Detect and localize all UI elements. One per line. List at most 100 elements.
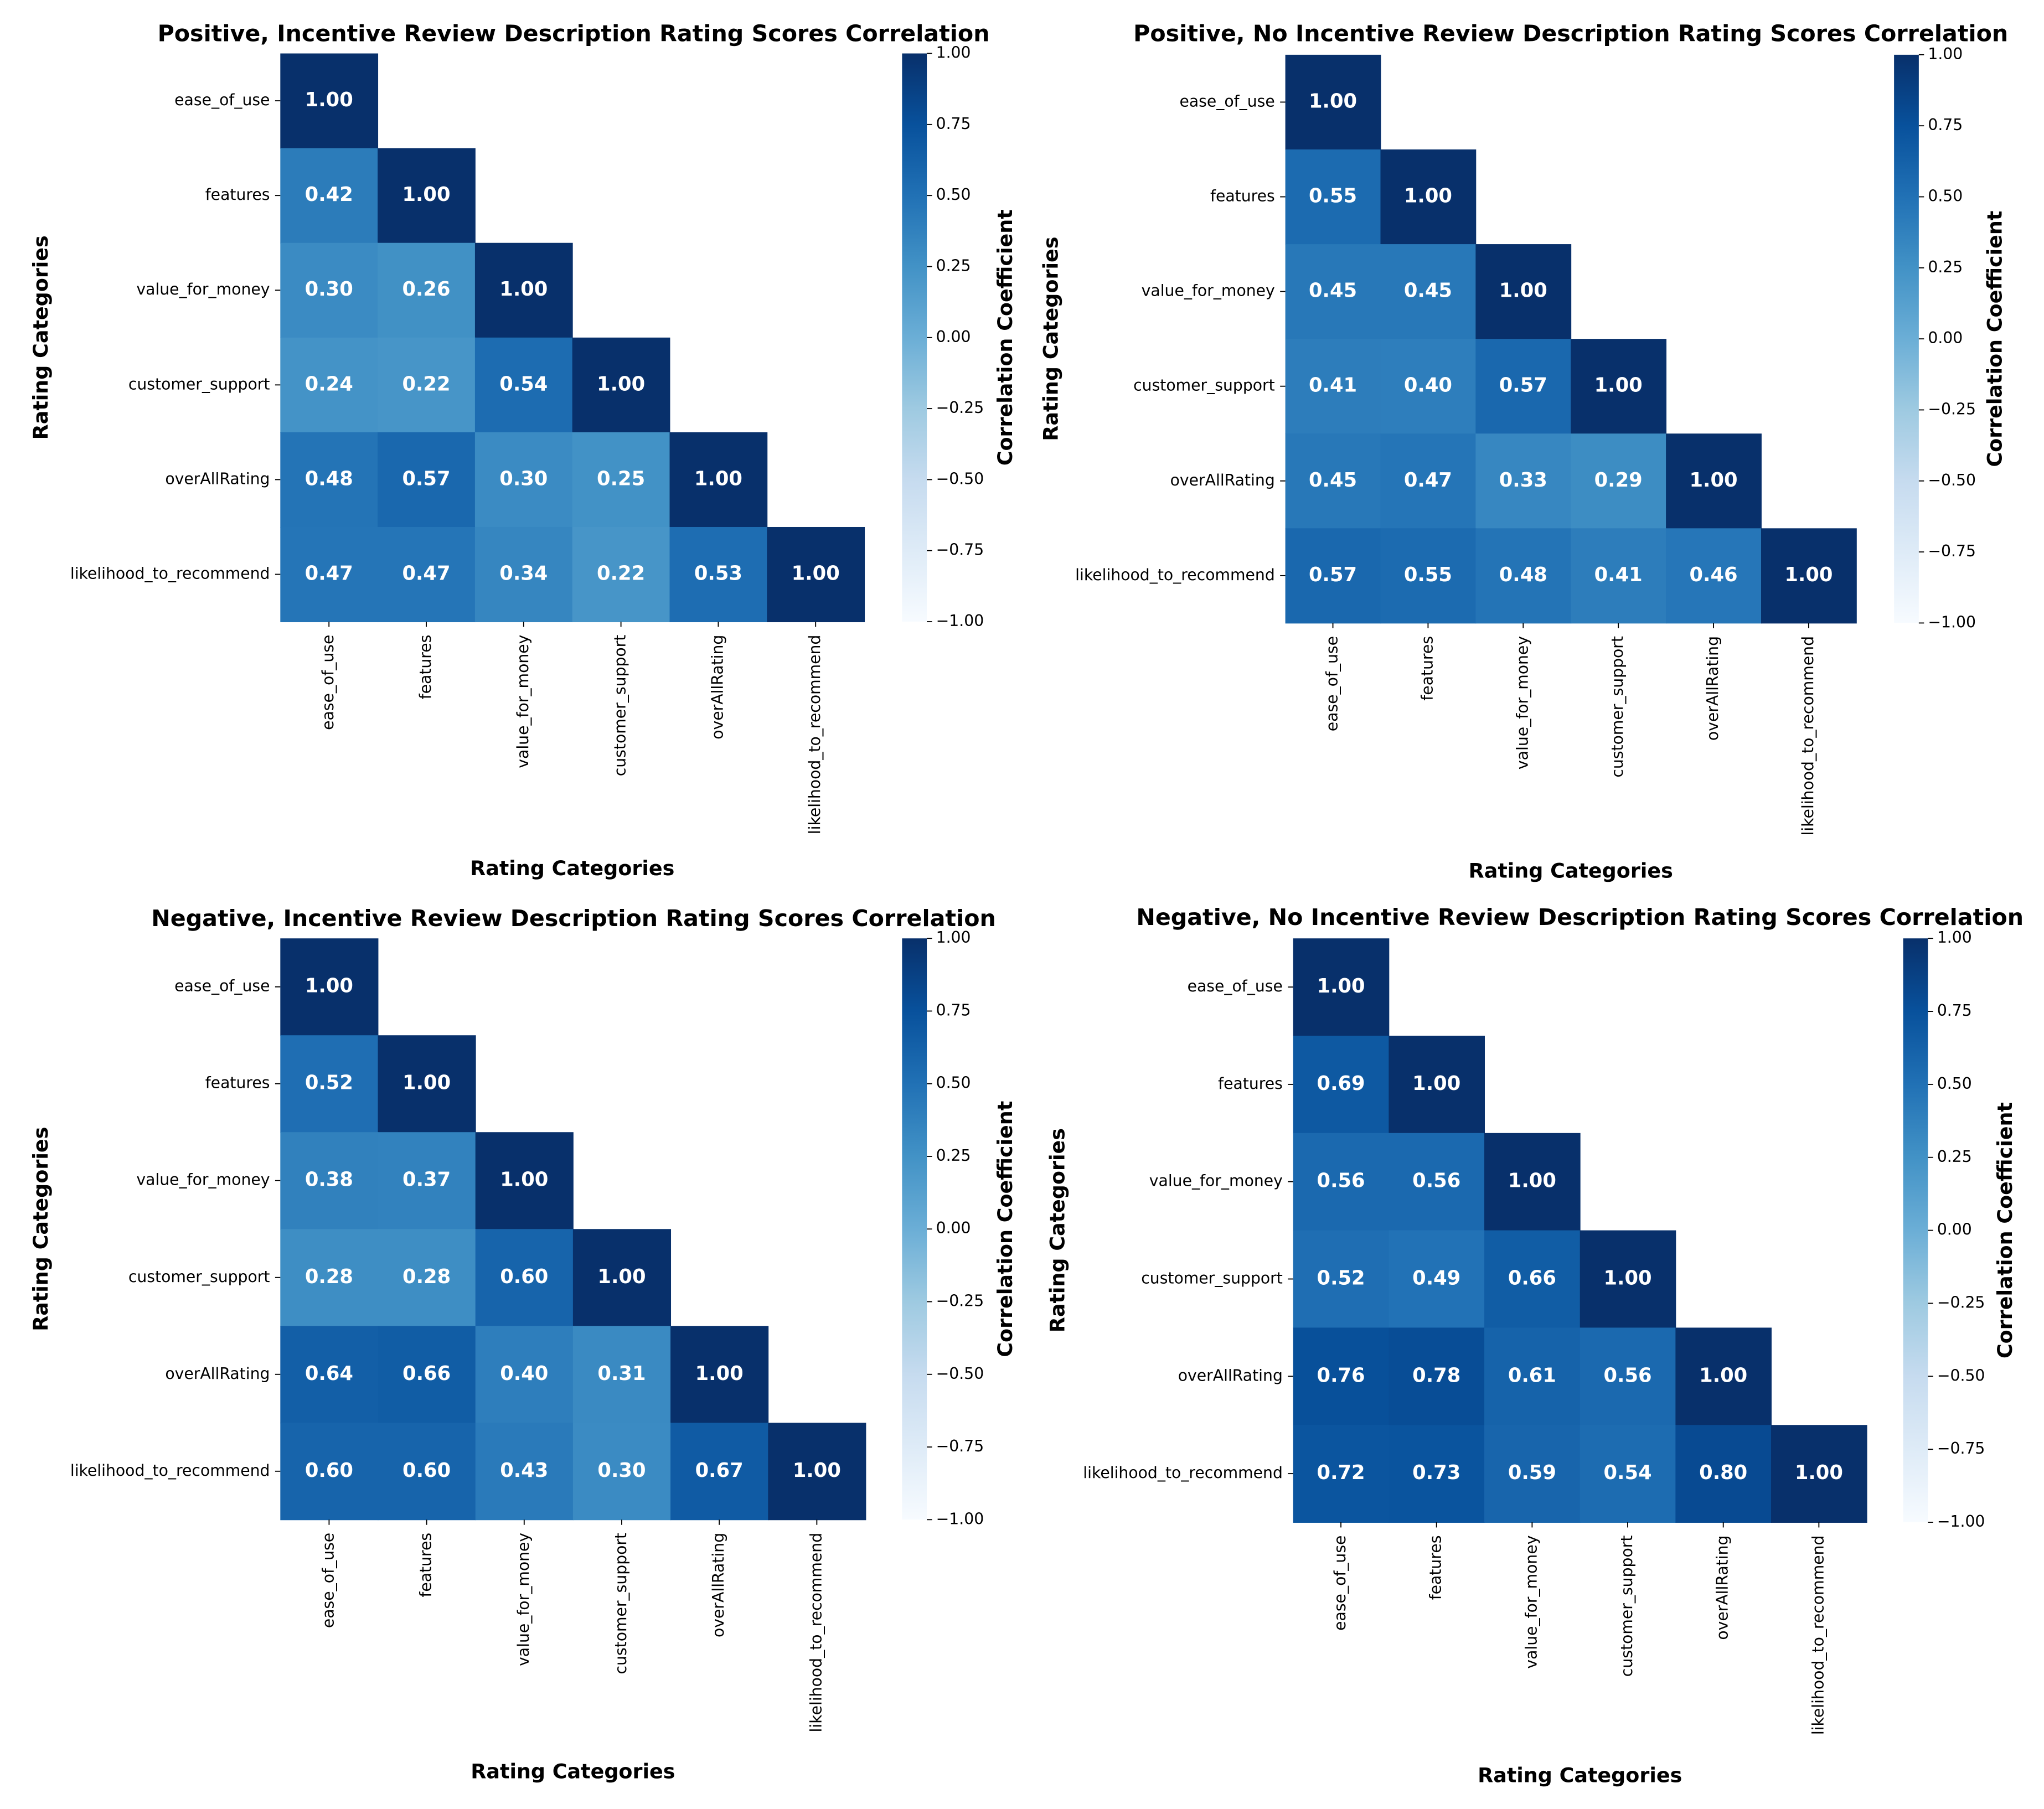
heatmap-panel: Negative, Incentive Review Description R…: [29, 905, 1017, 1783]
heatmap-cell: [280, 1229, 379, 1327]
heatmap-cell: [280, 148, 379, 244]
x-tick-label: value_for_money: [1513, 636, 1531, 769]
x-tick-label: value_for_money: [1522, 1536, 1540, 1669]
cell-label: 0.45: [1309, 469, 1357, 492]
x-tick-label: customer_support: [611, 635, 629, 777]
chart-title: Negative, Incentive Review Description R…: [151, 905, 996, 932]
cell-label: 0.56: [1603, 1364, 1651, 1387]
x-axis-label: Rating Categories: [470, 856, 674, 880]
y-tick-label: likelihood_to_recommend: [1083, 1464, 1283, 1482]
heatmap-cell: [378, 1326, 476, 1424]
heatmap-cell: [280, 1326, 379, 1424]
cell-label: 0.67: [695, 1459, 744, 1482]
cell-label: 0.60: [305, 1459, 353, 1482]
cell-label: 0.54: [1603, 1461, 1651, 1484]
colorbar-tick-label: 0.25: [936, 256, 971, 275]
cell-label: 0.59: [1508, 1461, 1556, 1484]
y-axis-label: Rating Categories: [1045, 1128, 1069, 1332]
heatmap-cell: [1666, 433, 1762, 529]
heatmap-cell: [1389, 1327, 1485, 1426]
colorbar-tick-label: −0.50: [936, 469, 984, 488]
cell-label: 1.00: [1412, 1072, 1460, 1095]
colorbar-tick-label: 0.00: [936, 1219, 971, 1237]
cell-label: 0.28: [402, 1265, 451, 1288]
cell-label: 0.66: [1508, 1267, 1556, 1290]
colorbar-tick-label: 1.00: [936, 928, 971, 947]
cell-label: 0.22: [597, 562, 645, 585]
colorbar-tick-label: 0.00: [936, 328, 971, 346]
heatmap-cell: [1380, 244, 1477, 340]
y-tick-label: value_for_money: [1149, 1172, 1283, 1190]
y-tick-label: value_for_money: [136, 1171, 270, 1189]
cell-label: 1.00: [402, 183, 450, 206]
cell-label: 1.00: [305, 89, 353, 111]
heatmap-cell: [572, 526, 670, 623]
y-axis-label: Rating Categories: [29, 235, 53, 440]
colorbar-tick-label: 0.25: [936, 1146, 971, 1165]
y-tick-label: features: [205, 185, 270, 204]
heatmap-cell: [1285, 339, 1381, 435]
x-tick-label: customer_support: [612, 1533, 630, 1674]
colorbar-tick-label: 0.50: [1937, 1074, 1972, 1093]
cell-label: 0.22: [402, 373, 450, 395]
colorbar-tick-label: 0.50: [1928, 187, 1963, 205]
cell-label: 0.26: [402, 278, 450, 301]
x-tick-label: ease_of_use: [1323, 636, 1341, 731]
heatmap-cell: [1475, 528, 1572, 624]
y-axis-label: Rating Categories: [1039, 237, 1063, 441]
y-tick-label: features: [1218, 1074, 1283, 1093]
cell-label: 0.55: [1404, 564, 1452, 586]
x-tick-label: overAllRating: [709, 1533, 727, 1637]
cell-label: 0.60: [402, 1459, 451, 1482]
chart-title: Positive, Incentive Review Description R…: [158, 20, 990, 47]
colorbar: [902, 938, 927, 1520]
colorbar-tick-label: −0.75: [936, 541, 984, 559]
colorbar-label: Correlation Coefficient: [993, 209, 1017, 466]
x-tick-label: likelihood_to_recommend: [1799, 636, 1817, 836]
heatmap-cell: [1285, 149, 1381, 245]
heatmap-panel: Negative, No Incentive Review Descriptio…: [1045, 904, 2024, 1787]
heatmap-cell: [280, 1132, 379, 1230]
y-tick-label: overAllRating: [1178, 1366, 1283, 1384]
x-tick-label: overAllRating: [1713, 1536, 1732, 1640]
cell-label: 0.42: [305, 183, 353, 206]
heatmap-cell: [1571, 528, 1667, 624]
heatmap-cell: [1389, 1036, 1485, 1134]
heatmap-panel: Positive, No Incentive Review Descriptio…: [1039, 20, 2009, 883]
cell-label: 0.41: [1594, 564, 1643, 586]
y-tick-label: ease_of_use: [174, 91, 270, 109]
heatmap-cell: [474, 432, 573, 528]
heatmap-cell: [1380, 149, 1477, 245]
cell-label: 1.00: [1603, 1267, 1651, 1290]
x-tick-label: customer_support: [1618, 1536, 1636, 1677]
heatmap-cell: [1293, 1230, 1390, 1329]
y-tick-label: likelihood_to_recommend: [70, 565, 270, 583]
cell-label: 0.73: [1412, 1461, 1460, 1484]
colorbar-tick-label: 0.25: [1937, 1148, 1972, 1166]
colorbar-tick-label: −0.75: [936, 1437, 984, 1455]
colorbar-tick-label: 0.75: [1928, 116, 1963, 134]
heatmap-cell: [378, 1132, 476, 1230]
x-tick-label: ease_of_use: [319, 635, 337, 730]
heatmap-cell: [1761, 528, 1857, 624]
heatmap-cell: [1285, 433, 1381, 529]
cell-label: 1.00: [1404, 185, 1452, 208]
heatmap-cell: [378, 1423, 476, 1521]
x-tick-label: features: [1418, 636, 1436, 701]
heatmap-cell: [280, 242, 379, 338]
heatmap-cell: [1389, 1230, 1485, 1329]
cell-label: 1.00: [1784, 564, 1833, 586]
heatmap-cell: [475, 1423, 574, 1521]
heatmap-cell: [1380, 433, 1477, 529]
cell-label: 0.24: [305, 373, 353, 395]
heatmap-cell: [1484, 1425, 1581, 1523]
heatmap-cell: [1285, 528, 1381, 624]
cell-label: 0.45: [1404, 280, 1452, 302]
cell-label: 1.00: [500, 1169, 548, 1191]
cell-label: 1.00: [1689, 469, 1737, 492]
cell-label: 0.54: [499, 373, 548, 395]
heatmap-cell: [1293, 1425, 1390, 1523]
colorbar-tick-label: −1.00: [1928, 613, 1976, 631]
heatmap-cell: [572, 1326, 672, 1424]
x-tick-label: customer_support: [1608, 636, 1627, 778]
